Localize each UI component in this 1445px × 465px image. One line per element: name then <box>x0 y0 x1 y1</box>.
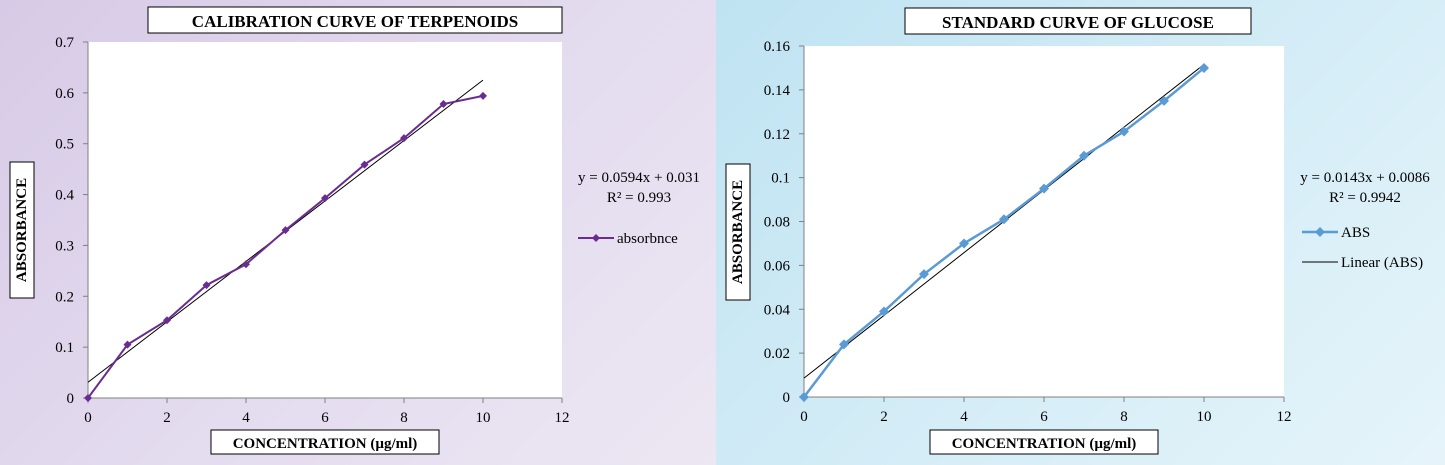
terpenoids-data-point <box>360 160 369 169</box>
glucose-y-label-box <box>725 163 751 301</box>
glucose-y-tick-label: 0.02 <box>764 346 790 362</box>
terpenoids-x-label-box <box>210 429 440 455</box>
glucose-r-squared: R² = 0.9942 <box>1329 190 1401 206</box>
glucose-data-point <box>879 306 889 317</box>
terpenoids-data-point <box>400 134 408 143</box>
terpenoids-x-tick-label: 6 <box>321 410 329 426</box>
glucose-data-point <box>799 392 809 402</box>
terpenoids-y-tick-label: 0.4 <box>55 188 74 204</box>
terpenoids-r-squared: R² = 0.993 <box>607 190 671 206</box>
glucose-y-tick-label: 0.08 <box>764 215 790 231</box>
glucose-data-point <box>1079 150 1089 161</box>
terpenoids-data-point <box>202 281 211 290</box>
terpenoids-trend-equation: y = 0.0594x + 0.031 <box>578 170 700 186</box>
glucose-y-tick-label: 0.04 <box>764 302 791 318</box>
terpenoids-x-axis-label: CONCENTRATION (µg/ml) <box>233 436 418 452</box>
glucose-x-tick-label: 4 <box>960 409 968 425</box>
glucose-y-tick-label: 0.16 <box>764 39 791 55</box>
terpenoids-legend-marker <box>592 234 600 242</box>
terpenoids-x-tick-label: 12 <box>555 410 570 426</box>
terpenoids-chart-title: CALIBRATION CURVE OF TERPENOIDS <box>192 12 518 31</box>
glucose-y-tick-label: 0.1 <box>771 171 790 187</box>
glucose-x-tick-label: 10 <box>1197 409 1212 425</box>
glucose-data-point <box>999 214 1009 225</box>
terpenoids-x-tick-label: 2 <box>163 410 171 426</box>
terpenoids-x-tick-label: 4 <box>242 410 250 426</box>
glucose-x-tick-label: 2 <box>880 409 888 425</box>
glucose-title-box <box>904 7 1252 35</box>
terpenoids-data-point <box>242 260 250 269</box>
terpenoids-legend-label: absorbnce <box>617 231 678 247</box>
terpenoids-data-point <box>84 394 92 402</box>
glucose-x-tick-label: 0 <box>800 409 808 425</box>
glucose-y-tick-label: 0.12 <box>764 127 790 143</box>
terpenoids-x-tick-label: 10 <box>476 410 491 426</box>
glucose-plot-area <box>804 46 1284 397</box>
terpenoids-data-point <box>321 194 329 203</box>
glucose-trend-equation: y = 0.0143x + 0.0086 <box>1300 170 1430 186</box>
terpenoids-y-tick-label: 0.5 <box>55 137 74 153</box>
terpenoids-y-tick-label: 0.2 <box>55 289 74 305</box>
glucose-legend-marker <box>1315 227 1325 237</box>
terpenoids-data-point <box>479 91 487 100</box>
glucose-chart-title: STANDARD CURVE OF GLUCOSE <box>942 13 1214 32</box>
terpenoids-y-tick-label: 0.3 <box>55 238 74 254</box>
glucose-legend-label: ABS <box>1341 225 1370 241</box>
terpenoids-data-point <box>281 226 290 235</box>
terpenoids-x-tick-label: 0 <box>84 410 92 426</box>
glucose-data-point <box>1159 95 1169 106</box>
glucose-y-tick-label: 0.06 <box>764 258 791 274</box>
terpenoids-y-tick-label: 0.7 <box>55 35 74 51</box>
glucose-data-point <box>959 238 969 249</box>
glucose-data-point <box>1119 126 1129 137</box>
glucose-legend-trend-label: Linear (ABS) <box>1341 255 1423 271</box>
terpenoids-data-point <box>439 100 448 109</box>
glucose-y-tick-label: 0 <box>783 390 791 406</box>
glucose-data-point <box>1039 183 1049 194</box>
terpenoids-data-point <box>163 316 171 325</box>
glucose-data-point <box>839 339 849 350</box>
terpenoids-data-point <box>123 340 132 349</box>
terpenoids-chart: 0 0.1 0.2 0.3 0.4 0.5 0.6 0.7 0 2 4 6 8 10 12 CALIBRATI… <box>9 6 700 455</box>
glucose-x-tick-label: 12 <box>1277 409 1292 425</box>
terpenoids-y-tick-label: 0.6 <box>55 86 74 102</box>
terpenoids-y-axis-label: ABSORBANCE <box>14 178 30 282</box>
glucose-y-tick-label: 0.14 <box>764 83 791 99</box>
glucose-chart: 0 0.02 0.04 0.06 0.08 0.1 0.12 0.14 0.16 0 2 4 6 8 10 1… <box>725 7 1430 455</box>
glucose-x-label-box <box>929 429 1159 455</box>
terpenoids-x-tick-label: 8 <box>400 410 408 426</box>
glucose-x-tick-label: 8 <box>1120 409 1128 425</box>
terpenoids-title-box <box>147 6 563 34</box>
glucose-y-axis-label: ABSORBANCE <box>730 180 746 284</box>
terpenoids-chart-panel: 0 0.1 0.2 0.3 0.4 0.5 0.6 0.7 0 2 4 6 8 10 12 CALIBRATI… <box>0 0 716 465</box>
glucose-data-point <box>1199 62 1209 73</box>
glucose-chart-panel: 0 0.02 0.04 0.06 0.08 0.1 0.12 0.14 0.16 0 2 4 6 8 10 1… <box>716 0 1445 465</box>
terpenoids-y-tick-label: 0.1 <box>55 340 74 356</box>
terpenoids-plot-area <box>88 42 562 398</box>
glucose-x-tick-label: 6 <box>1040 409 1048 425</box>
terpenoids-y-label-box <box>9 161 35 299</box>
glucose-x-axis-label: CONCENTRATION (µg/ml) <box>952 436 1137 452</box>
glucose-data-point <box>919 269 929 280</box>
terpenoids-y-tick-label: 0 <box>67 391 75 407</box>
